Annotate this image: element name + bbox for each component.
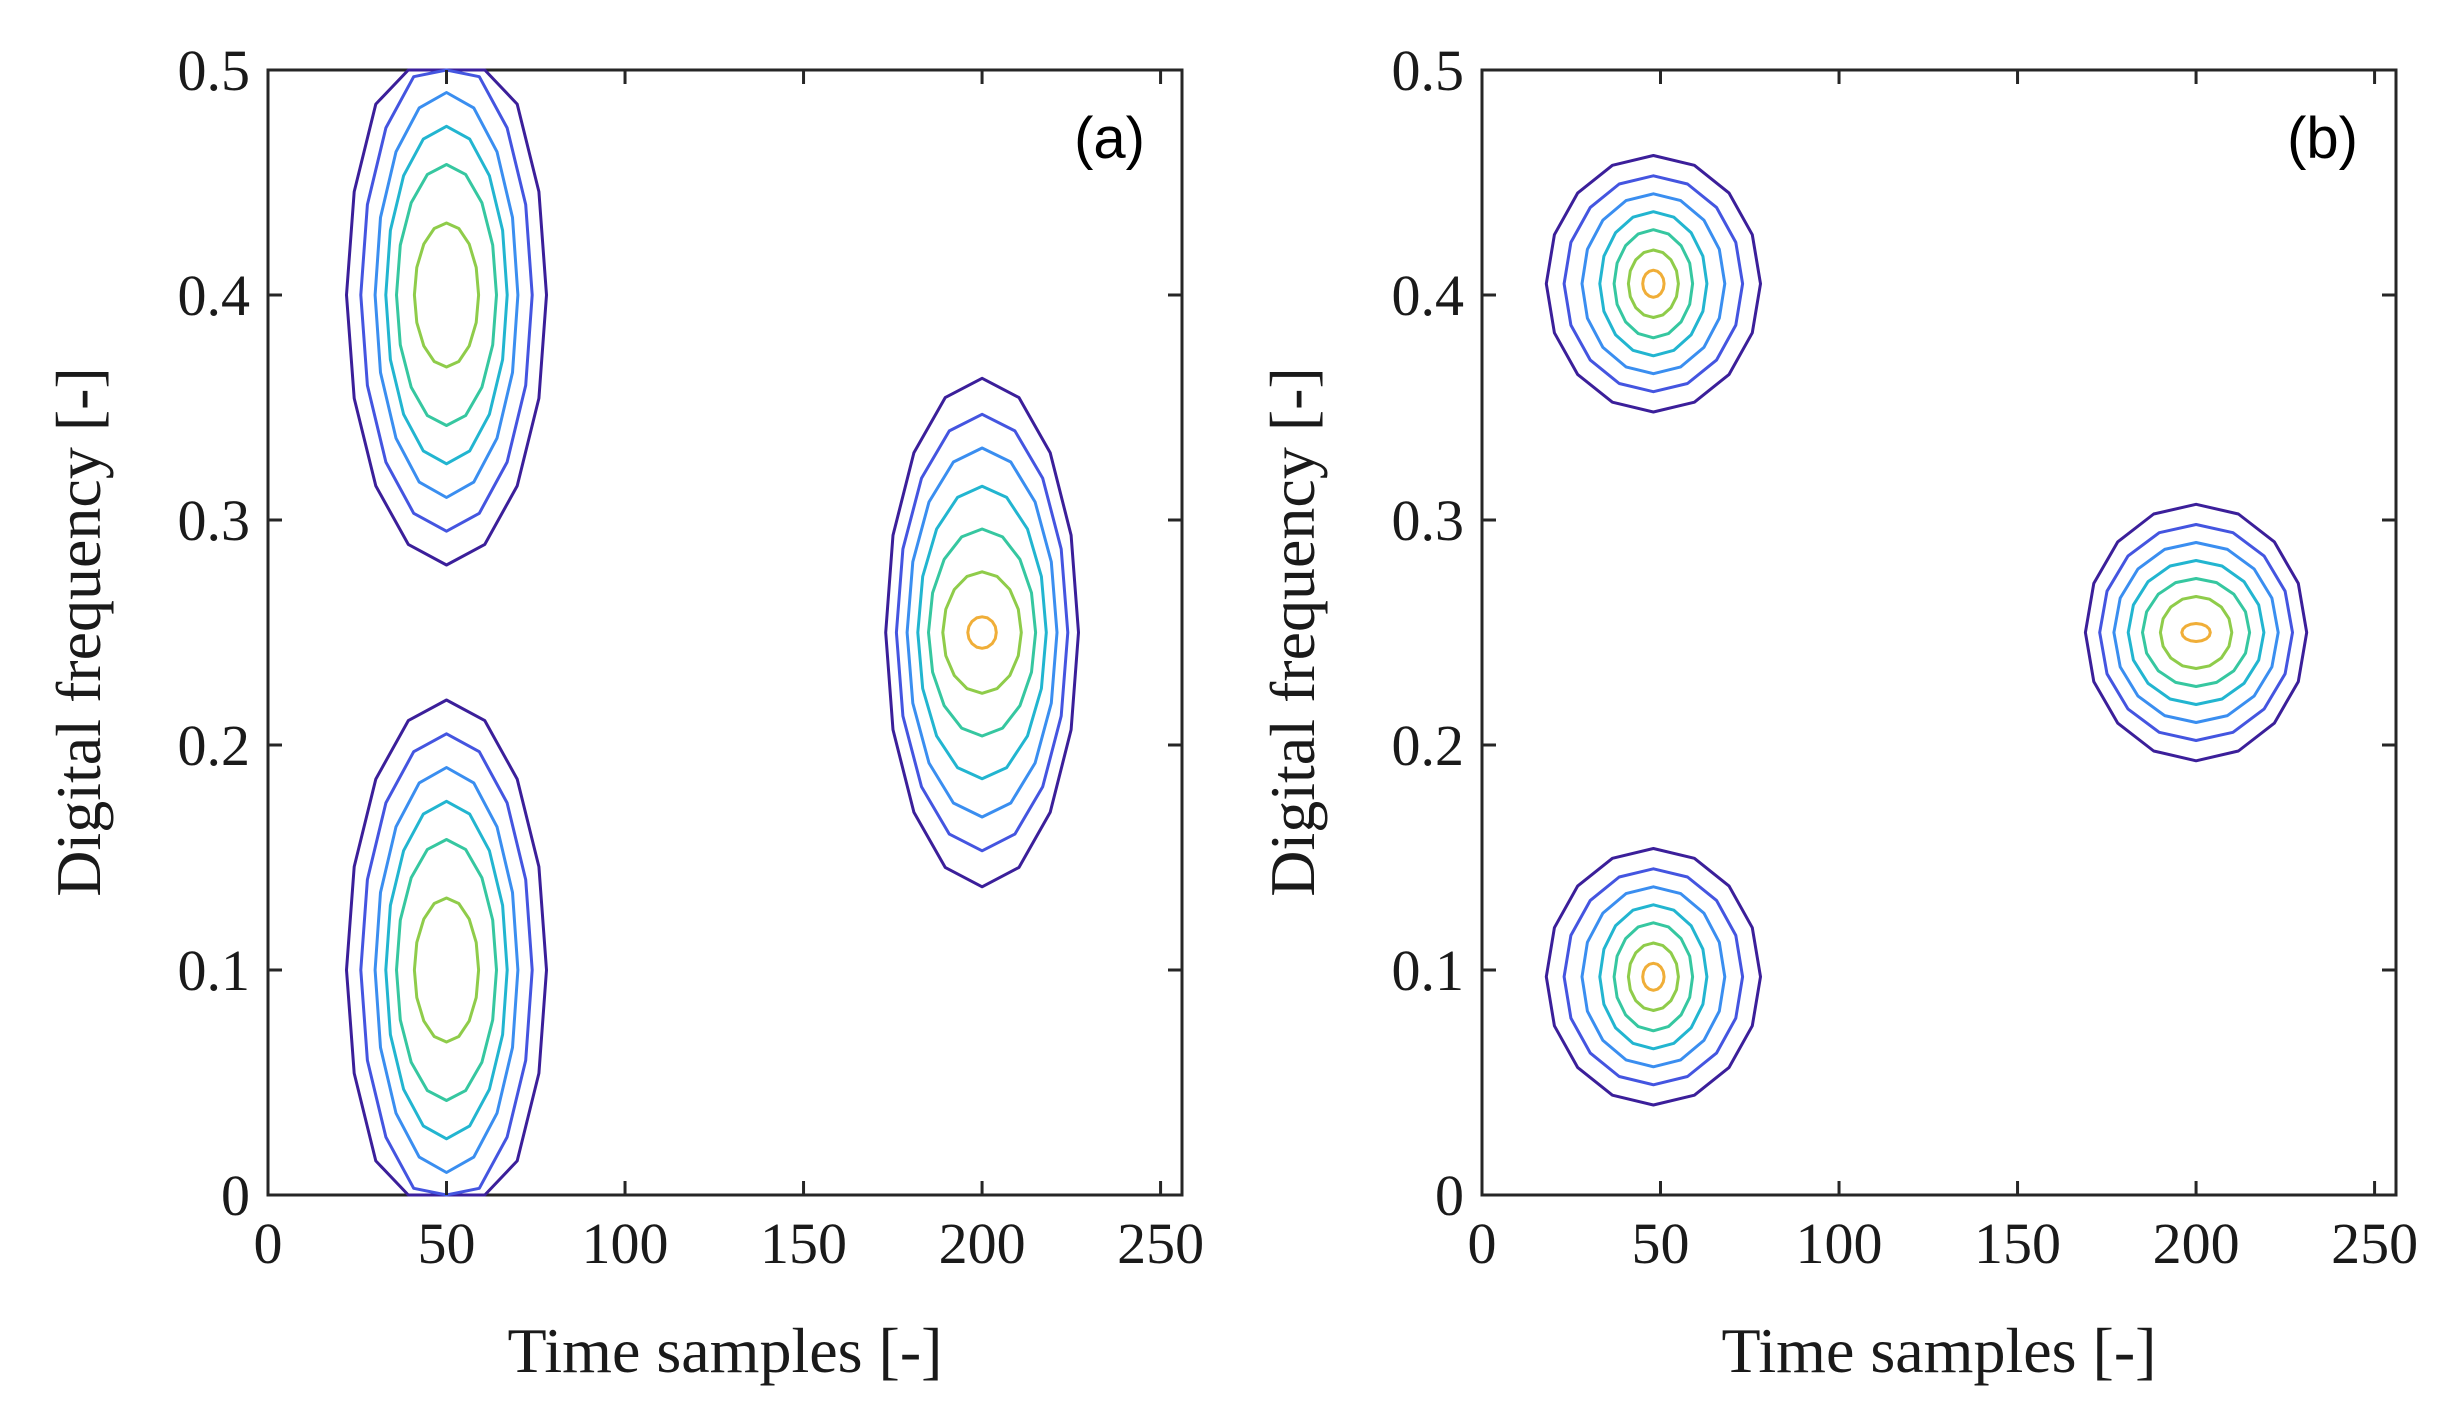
contour-line	[941, 570, 1023, 695]
contour-line	[384, 799, 509, 1141]
contour-line	[2158, 595, 2234, 670]
contour-line	[345, 68, 548, 567]
x-tick-label: 200	[2153, 1211, 2240, 1276]
x-tick-label: 100	[1796, 1211, 1883, 1276]
contour-line	[395, 838, 498, 1102]
contour-line	[1612, 921, 1695, 1033]
y-tick-label: 0.3	[178, 488, 251, 553]
y-tick-label: 0	[221, 1163, 250, 1228]
x-tick-label: 100	[582, 1211, 669, 1276]
contour-line	[1626, 248, 1680, 319]
x-tick-label: 250	[2331, 1211, 2418, 1276]
contour-line	[1562, 174, 1745, 394]
x-tick-label: 50	[1632, 1211, 1690, 1276]
contour-line	[373, 766, 520, 1174]
contour-line	[1580, 192, 1727, 376]
contour-line	[1641, 961, 1666, 992]
panel-a-xlabel: Time samples [-]	[508, 1315, 943, 1386]
panel-a-label: (a)	[1074, 106, 1145, 171]
contour-line	[1641, 268, 1666, 299]
contour-line	[2083, 502, 2309, 763]
contour-line	[412, 221, 481, 369]
contour-line	[359, 732, 534, 1197]
y-tick-label: 0.5	[178, 38, 251, 103]
panel-a-ticks: 0 50 100 150 200 250 0 0.1 0.2 0.3 0.4 0.5	[178, 38, 1205, 1276]
panel-b-contours	[1544, 154, 2309, 1107]
y-tick-label: 0	[1435, 1163, 1464, 1228]
y-tick-label: 0.5	[1392, 38, 1465, 103]
contour-line	[1612, 228, 1695, 340]
panel-b-ylabel: Digital frequency [-]	[1257, 367, 1328, 897]
contour-line	[359, 68, 534, 533]
panel-b-frame	[1480, 68, 2398, 1197]
contour-line	[1626, 941, 1680, 1012]
contour-line	[395, 163, 498, 427]
contour-line	[1544, 154, 1762, 414]
panel-b-xlabel: Time samples [-]	[1722, 1315, 2157, 1386]
contour-line	[2141, 577, 2252, 688]
contour-line	[412, 896, 481, 1044]
contour-line	[927, 527, 1038, 738]
y-tick-label: 0.2	[1392, 713, 1465, 778]
y-tick-label: 0.1	[1392, 938, 1465, 1003]
x-tick-label: 150	[1974, 1211, 2061, 1276]
x-tick-label: 0	[1468, 1211, 1497, 1276]
contour-line	[2098, 523, 2294, 742]
contour-line	[884, 376, 1080, 889]
contour-line	[1598, 210, 1709, 358]
panel-a: 0 50 100 150 200 250 0 0.1 0.2 0.3 0.4 0.5 (a) Time…	[43, 38, 1204, 1386]
contour-line	[373, 91, 520, 499]
contour-line	[2180, 622, 2212, 643]
contour-line	[1598, 903, 1709, 1051]
contour-line	[966, 615, 998, 650]
contour-line	[1580, 885, 1727, 1069]
contour-line	[2112, 541, 2280, 724]
y-tick-label: 0.3	[1392, 488, 1465, 553]
y-tick-label: 0.4	[178, 263, 251, 328]
y-tick-label: 0.1	[178, 938, 251, 1003]
x-tick-label: 0	[254, 1211, 283, 1276]
contour-line	[905, 446, 1059, 819]
contour-line	[894, 412, 1070, 853]
panel-b-ticks: 0 50 100 150 200 250 0 0.1 0.2 0.3 0.4 0.5	[1392, 38, 2419, 1276]
contour-line	[1562, 867, 1745, 1087]
panel-b: 0 50 100 150 200 250 0 0.1 0.2 0.3 0.4 0.5 (b) Time…	[1257, 38, 2418, 1386]
contour-line	[2126, 559, 2266, 706]
x-tick-label: 50	[418, 1211, 476, 1276]
panel-a-contours	[345, 68, 1080, 1197]
contour-line	[384, 124, 509, 466]
x-tick-label: 200	[939, 1211, 1026, 1276]
contour-line	[345, 698, 548, 1197]
contour-line	[916, 484, 1048, 781]
x-tick-label: 150	[760, 1211, 847, 1276]
contour-line	[1544, 847, 1762, 1107]
y-tick-label: 0.4	[1392, 263, 1465, 328]
x-tick-label: 250	[1117, 1211, 1204, 1276]
panel-a-ylabel: Digital frequency [-]	[43, 367, 114, 897]
panel-a-frame	[266, 68, 1184, 1197]
y-tick-label: 0.2	[178, 713, 251, 778]
panel-b-label: (b)	[2287, 106, 2358, 171]
